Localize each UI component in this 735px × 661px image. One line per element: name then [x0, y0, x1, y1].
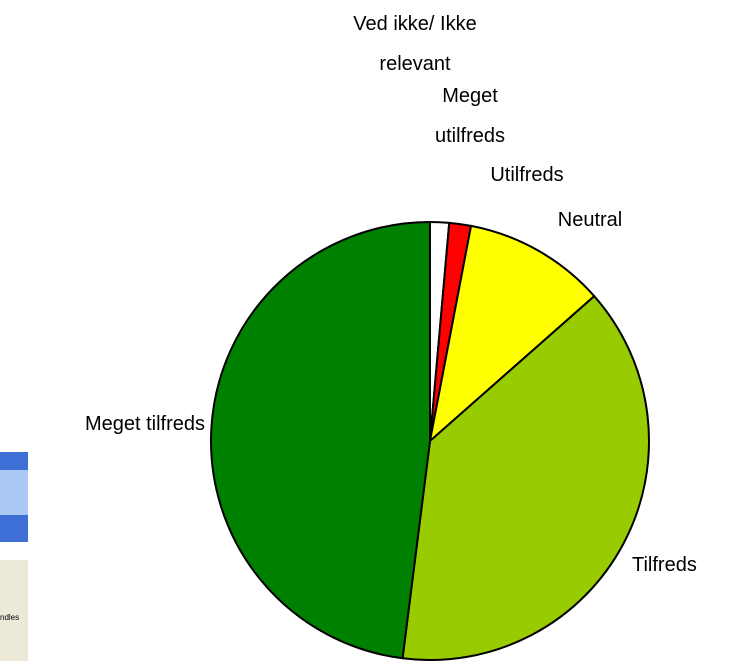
slice-label: Meget utilfreds	[410, 76, 530, 156]
slice-label: Neutral	[535, 200, 645, 240]
slice-label: Utilfreds	[462, 155, 592, 195]
slice-label: Ved ikke/ Ikke relevant	[315, 4, 515, 84]
slice-label: Tilfreds	[632, 545, 732, 585]
window-panel	[0, 560, 28, 661]
pie-slice	[211, 222, 430, 658]
window-bar-highlight	[0, 470, 28, 515]
page: ndles Ved ikke/ Ikke relevantMeget utilf…	[0, 0, 735, 661]
pie	[211, 222, 649, 660]
fragment-text: ndles	[0, 613, 19, 622]
chart: ndles	[0, 0, 735, 661]
window-fragment: ndles	[0, 452, 28, 661]
slice-label: Meget tilfreds	[10, 404, 205, 444]
